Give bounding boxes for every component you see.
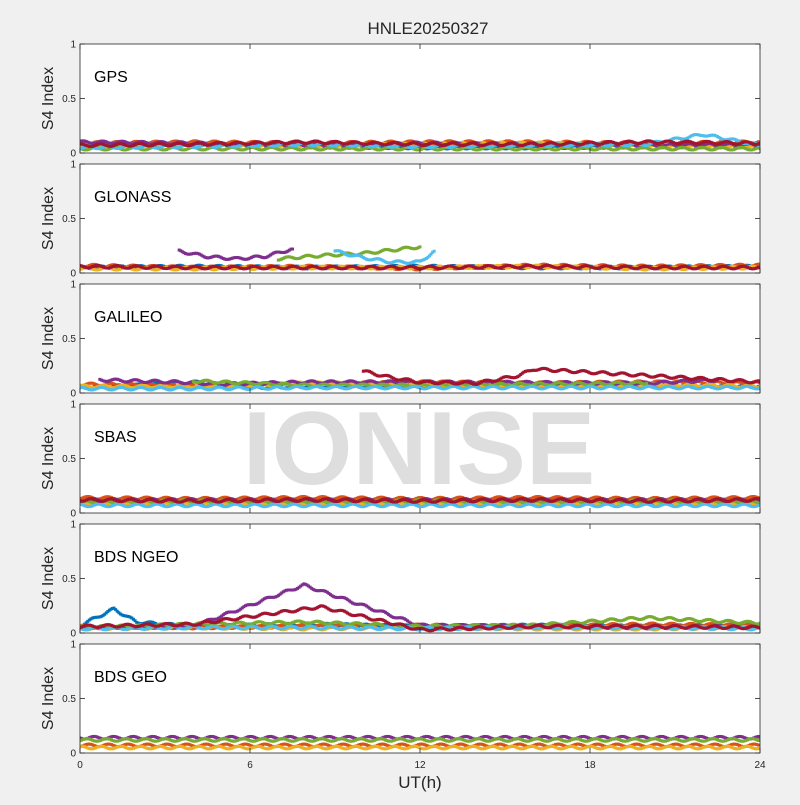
- panel-label: GPS: [94, 69, 128, 86]
- plot-area: [80, 44, 760, 153]
- data-point: [433, 250, 436, 253]
- y-tick-label: 0: [70, 149, 76, 160]
- plot-area: [80, 164, 760, 273]
- data-point: [291, 248, 294, 251]
- y-tick-label: 0.5: [62, 94, 76, 105]
- figure-title: HNLE20250327: [368, 19, 489, 38]
- panel-gps: 0 0.5 1 GPS S4 Index: [40, 40, 762, 160]
- y-axis-label: S4 Index: [40, 67, 57, 130]
- data-point: [419, 245, 422, 248]
- y-tick-label: 1: [70, 40, 76, 51]
